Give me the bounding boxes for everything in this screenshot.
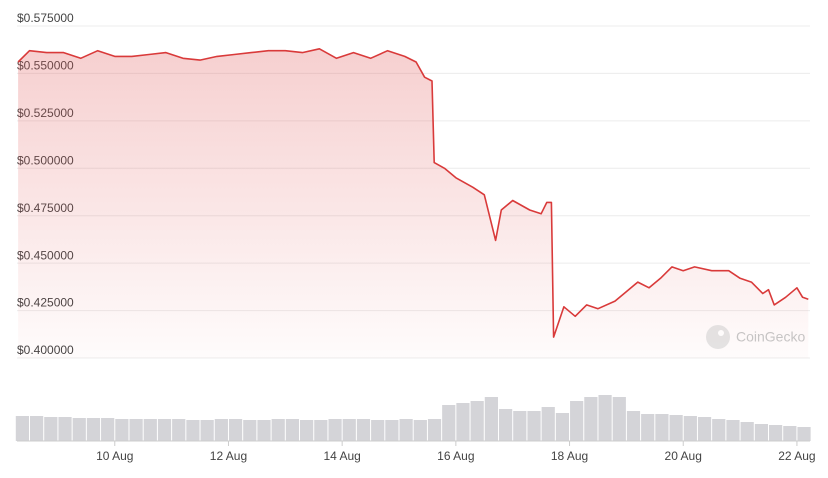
- volume-bar: [626, 411, 641, 441]
- volume-bar: [655, 414, 669, 441]
- volume-bar: [115, 419, 129, 441]
- volume-bar: [86, 418, 101, 441]
- watermark: CoinGecko: [706, 325, 805, 349]
- volume-bar: [101, 418, 115, 441]
- volume-bar: [498, 409, 513, 441]
- volume-bar: [570, 401, 584, 441]
- volume-bar: [15, 416, 30, 441]
- volume-bar: [314, 420, 328, 441]
- volume-bar: [783, 426, 797, 441]
- volume-bar: [371, 420, 385, 441]
- price-area: [18, 48, 809, 359]
- volume-bar: [754, 424, 769, 441]
- volume-bar: [797, 427, 811, 441]
- volume-bar: [669, 415, 683, 441]
- volume-bar: [470, 401, 484, 441]
- volume-bar: [257, 420, 271, 441]
- volume-bar: [243, 420, 257, 441]
- volume-bar: [697, 417, 712, 441]
- volume-bar: [129, 419, 143, 441]
- volume-bar: [427, 419, 442, 441]
- volume-bar: [214, 419, 228, 441]
- volume-bar: [612, 397, 626, 441]
- x-tick-label: 18 Aug: [551, 449, 588, 463]
- watermark-icon: [706, 325, 730, 349]
- volume-bar: [740, 422, 754, 441]
- x-tick-label: 12 Aug: [210, 449, 247, 463]
- price-line: [17, 48, 809, 338]
- volume-bar: [456, 403, 470, 441]
- volume-bar: [442, 405, 456, 441]
- volume-bar: [143, 419, 157, 441]
- volume-bar: [58, 417, 72, 441]
- x-tick-label: 16 Aug: [437, 449, 474, 463]
- volume-bar: [300, 420, 314, 441]
- volume-bar: [413, 420, 427, 441]
- volume-bar: [484, 397, 498, 441]
- volume-bar: [584, 397, 598, 441]
- volume-bar: [598, 395, 612, 441]
- volume-bar: [30, 416, 44, 441]
- watermark-icon-eye: [718, 330, 724, 336]
- volume-bar: [726, 420, 740, 441]
- volume-bar: [44, 417, 58, 441]
- volume-bar: [285, 419, 300, 441]
- volume-bar: [385, 420, 399, 441]
- volume-bar: [641, 414, 655, 441]
- x-tick-label: 14 Aug: [323, 449, 360, 463]
- x-tick-label: 22 Aug: [778, 449, 815, 463]
- volume-bar: [186, 420, 200, 441]
- volume-bar: [527, 411, 541, 441]
- volume-bar: [72, 418, 86, 441]
- volume-bar: [555, 413, 570, 441]
- watermark-text: CoinGecko: [736, 329, 805, 345]
- volume-bar: [271, 419, 285, 441]
- volume-bar: [228, 419, 243, 441]
- volume-bar: [541, 407, 555, 441]
- volume-bar: [712, 419, 726, 441]
- volume-bar: [157, 419, 172, 441]
- y-tick-label: $0.575000: [17, 11, 74, 25]
- volume-bar: [683, 416, 697, 441]
- volume-bar: [172, 419, 186, 441]
- volume-bar: [356, 419, 371, 441]
- x-tick-label: 20 Aug: [665, 449, 702, 463]
- x-tick-label: 10 Aug: [96, 449, 133, 463]
- volume-bar: [328, 419, 342, 441]
- volume-bar: [399, 419, 413, 441]
- volume-bar: [769, 425, 783, 441]
- volume-bar: [513, 411, 527, 441]
- volume-bar: [342, 419, 356, 441]
- volume-bar: [200, 420, 214, 441]
